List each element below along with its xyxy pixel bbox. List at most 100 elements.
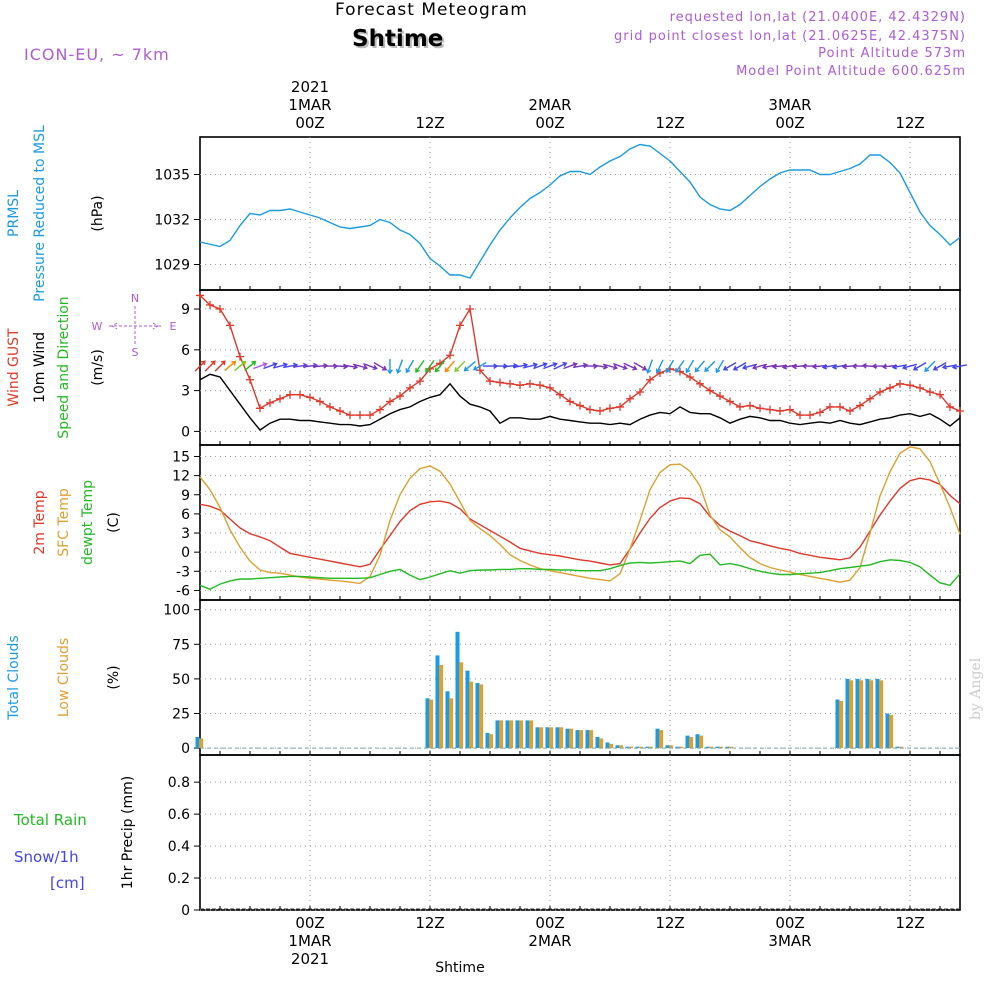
clouds-bar bbox=[199, 738, 204, 749]
temperature-panel: -6 -3 0 3 6 9 12 15 bbox=[172, 444, 961, 601]
bottom-time-label: 00Z bbox=[295, 914, 324, 932]
clouds-bar bbox=[729, 746, 734, 749]
compass-west: W bbox=[92, 320, 103, 333]
clouds-bar bbox=[655, 728, 660, 749]
clouds-bar bbox=[715, 746, 720, 749]
wind-arrow bbox=[434, 360, 446, 373]
wind-arrow bbox=[592, 364, 609, 370]
pressure-ytick-label: 1035 bbox=[154, 168, 190, 184]
clouds-bar bbox=[525, 720, 530, 749]
wind-ytick-label: 9 bbox=[181, 302, 190, 318]
gust-marker bbox=[736, 402, 744, 411]
clouds-bar bbox=[855, 678, 860, 749]
wind-arrow bbox=[563, 362, 578, 370]
top-time-label: 00Z bbox=[535, 114, 564, 132]
gust-marker bbox=[756, 404, 764, 413]
wind-arrow bbox=[244, 360, 257, 372]
wind-ylabel: Wind GUST bbox=[6, 328, 22, 407]
clouds-bar bbox=[529, 720, 534, 749]
gust-marker bbox=[296, 390, 304, 399]
clouds-bar bbox=[425, 698, 430, 749]
wind-arrow bbox=[387, 359, 393, 375]
clouds-bar bbox=[619, 745, 624, 749]
clouds-bar bbox=[845, 678, 850, 749]
watermark: by Angel bbox=[968, 657, 984, 720]
compass-north: N bbox=[131, 292, 139, 305]
gust-marker bbox=[636, 387, 644, 396]
pressure-ytick-label: 1032 bbox=[154, 213, 190, 229]
clouds-bar bbox=[645, 746, 650, 749]
location-title: Shtime bbox=[352, 26, 444, 52]
wind-arrow bbox=[603, 363, 618, 370]
clouds-bar bbox=[719, 746, 724, 749]
clouds-ytick-label: 75 bbox=[172, 637, 190, 653]
gust-marker bbox=[916, 383, 924, 392]
gust-marker bbox=[276, 394, 284, 403]
gust-marker bbox=[336, 407, 344, 416]
wind-arrow bbox=[463, 361, 476, 372]
wind-arrow bbox=[214, 360, 226, 372]
clouds-bar bbox=[435, 655, 440, 749]
gust-marker bbox=[886, 383, 894, 392]
precip-ytick-label: 0 bbox=[181, 903, 190, 919]
clouds-bar bbox=[499, 720, 504, 749]
clouds-ytick-label: 25 bbox=[172, 706, 190, 722]
top-time-label: 3MAR bbox=[768, 96, 811, 114]
gust-marker bbox=[766, 405, 774, 414]
clouds-bar bbox=[565, 728, 570, 749]
wind-arrow bbox=[533, 362, 548, 370]
gust-marker bbox=[566, 397, 574, 406]
clouds-bar bbox=[835, 699, 840, 748]
gust-marker bbox=[316, 397, 324, 406]
top-time-label: 00Z bbox=[775, 114, 804, 132]
gust-marker bbox=[816, 408, 824, 417]
gust-marker bbox=[606, 404, 614, 413]
pressure-series-line bbox=[199, 143, 961, 279]
temperature-series-line bbox=[199, 446, 961, 585]
clouds-bar bbox=[679, 746, 684, 749]
clouds-bar bbox=[649, 746, 654, 749]
clouds-ylabel: (%) bbox=[106, 665, 122, 689]
gust-marker bbox=[796, 411, 804, 420]
clouds-bar bbox=[705, 746, 710, 749]
gust-marker bbox=[446, 351, 454, 360]
clouds-bar bbox=[895, 746, 900, 749]
wind-arrow bbox=[353, 363, 368, 370]
wind-arrow bbox=[655, 359, 664, 374]
precip-legend-item: Total Rain bbox=[13, 811, 87, 829]
clouds-ytick-label: 0 bbox=[181, 741, 190, 757]
gust-marker bbox=[236, 352, 244, 361]
clouds-bar bbox=[849, 680, 854, 749]
compass-south: S bbox=[132, 346, 139, 359]
compass-east: E bbox=[170, 320, 177, 333]
precip-legend-item: Snow/1h bbox=[14, 848, 79, 866]
clouds-bar bbox=[599, 738, 604, 749]
precip-ytick-label: 0.4 bbox=[168, 839, 190, 855]
temperature-ylabel: SFC Temp bbox=[56, 488, 72, 557]
wind-arrow bbox=[665, 359, 675, 374]
bottom-axis-title: Shtime bbox=[435, 960, 484, 976]
clouds-ylabel: Low Clouds bbox=[56, 638, 72, 717]
clouds-bar bbox=[549, 727, 554, 749]
temperature-ylabel: 2m Temp bbox=[32, 490, 48, 554]
gust-marker bbox=[346, 411, 354, 420]
gust-marker bbox=[716, 392, 724, 401]
gust-marker bbox=[366, 411, 374, 420]
wind-arrow bbox=[395, 359, 404, 374]
gust-marker bbox=[726, 397, 734, 406]
gust-marker bbox=[576, 401, 584, 410]
clouds-bar bbox=[455, 631, 460, 749]
gust-marker bbox=[246, 375, 254, 384]
temperature-ytick-label: 12 bbox=[172, 469, 190, 485]
temperature-ytick-label: 0 bbox=[181, 545, 190, 561]
clouds-bar bbox=[505, 720, 510, 749]
wind-arrow bbox=[543, 362, 558, 370]
gust-marker bbox=[266, 398, 274, 407]
clouds-bar bbox=[689, 737, 694, 749]
clouds-bar bbox=[639, 746, 644, 749]
clouds-bar bbox=[669, 745, 674, 749]
bottom-time-label: 00Z bbox=[535, 914, 564, 932]
clouds-bar bbox=[869, 680, 874, 749]
wind-arrow bbox=[472, 361, 487, 371]
